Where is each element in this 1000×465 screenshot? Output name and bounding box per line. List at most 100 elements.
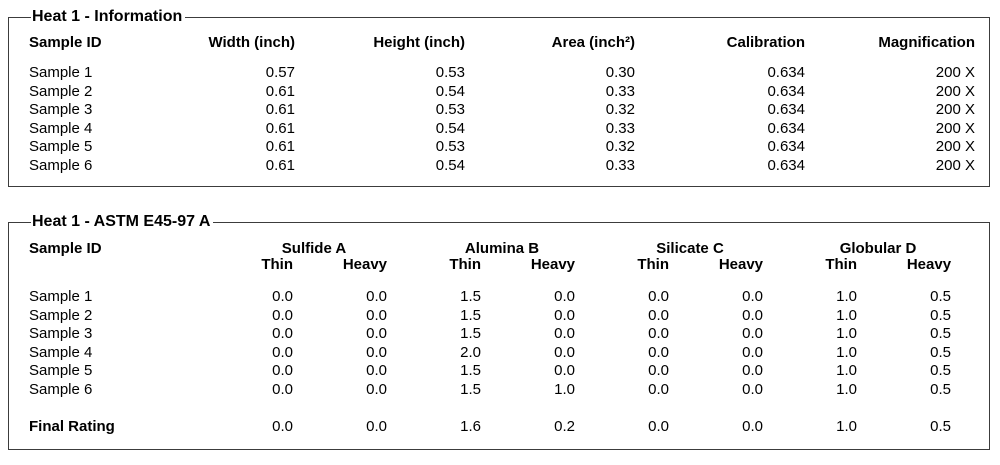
col-header-width: Width (inch) (208, 34, 295, 51)
cell: 0.32 (605, 101, 635, 118)
cell: 0.0 (648, 362, 670, 379)
cell: 0.0 (366, 288, 388, 305)
cell: 1.0 (836, 380, 858, 398)
cell: 0.0 (648, 343, 670, 361)
cell: 0.0 (366, 380, 388, 398)
sample-id-cell: Sample 1 (29, 64, 93, 81)
col-header-sample-id: Sample ID (29, 34, 102, 51)
cell: 0.0 (742, 418, 764, 435)
subcol-header-heavy: Heavy (906, 256, 952, 273)
table-row: Sample 6 0.61 0.54 0.33 0.634 200 X (29, 157, 975, 176)
cell: 200 X (935, 119, 975, 137)
table-row: Sample 4 0.61 0.54 0.33 0.634 200 X (29, 120, 975, 139)
cell: 0.5 (930, 418, 952, 435)
information-table: Sample ID Width (inch) Height (inch) Are… (29, 35, 975, 175)
cell: 0.0 (272, 343, 293, 361)
group-header-label: Silicate C (656, 240, 724, 257)
cell: 0.0 (742, 380, 764, 398)
cell: 200 X (935, 138, 975, 155)
cell: 0.61 (265, 101, 295, 118)
cell: 0.0 (648, 380, 670, 398)
cell: 0.53 (435, 64, 465, 81)
cell: 0.5 (930, 362, 952, 379)
cell: 0.57 (265, 64, 295, 81)
cell: 0.33 (605, 156, 635, 174)
cell: 0.30 (605, 64, 635, 81)
cell: 0.634 (767, 138, 805, 155)
sample-id-cell: Sample 4 (29, 343, 93, 361)
subcol-header-heavy: Heavy (718, 256, 764, 273)
sample-id-cell: Sample 4 (29, 119, 93, 137)
heat1-information-panel: Heat 1 - Information Sample ID Width (in… (8, 9, 990, 187)
cell: 0.61 (265, 82, 295, 100)
cell: 0.0 (648, 306, 670, 324)
cell: 1.0 (836, 418, 858, 435)
subcol-header-thin: Thin (825, 256, 858, 273)
cell: 0.33 (605, 119, 635, 137)
cell: 0.634 (767, 156, 805, 174)
group-header-sulfide-a: Sulfide A (199, 240, 387, 257)
group-header-alumina-b: Alumina B (387, 240, 575, 257)
spacer-row (29, 399, 951, 418)
cell: 200 X (935, 101, 975, 118)
cell: 0.0 (366, 418, 388, 435)
table-row: Sample 5 0.61 0.53 0.32 0.634 200 X (29, 138, 975, 157)
cell: 200 X (935, 64, 975, 81)
table-row: Sample 5 0.0 0.0 1.5 0.0 0.0 0.0 1.0 0.5 (29, 362, 951, 381)
group-header-globular-d: Globular D (763, 240, 951, 257)
heat1-astm-title: Heat 1 - ASTM E45-97 A (32, 213, 211, 230)
table-row: Sample 1 0.57 0.53 0.30 0.634 200 X (29, 64, 975, 83)
cell: 0.0 (272, 325, 293, 342)
cell: 0.0 (366, 362, 388, 379)
cell: 1.0 (836, 343, 858, 361)
cell: 0.634 (767, 119, 805, 137)
cell: 0.61 (265, 156, 295, 174)
cell: 1.5 (460, 288, 482, 305)
table-row: Sample 4 0.0 0.0 2.0 0.0 0.0 0.0 1.0 0.5 (29, 344, 951, 363)
cell: 0.0 (366, 343, 388, 361)
cell: 1.5 (460, 306, 482, 324)
cell: 0.0 (554, 306, 576, 324)
group-header-label: Sulfide A (281, 240, 347, 257)
cell: 0.0 (272, 306, 293, 324)
astm-rating-table: Sample ID Sulfide A Alumina B Silicate C… (29, 240, 951, 437)
cell: 0.32 (605, 138, 635, 155)
cell: 0.0 (554, 362, 576, 379)
subcol-header-heavy: Heavy (342, 256, 388, 273)
cell: 1.0 (836, 288, 858, 305)
cell: 0.0 (366, 306, 388, 324)
cell: 1.5 (460, 380, 482, 398)
cell: 0.0 (648, 288, 670, 305)
heat1-astm-panel: Heat 1 - ASTM E45-97 A Sample ID Sulfide… (8, 214, 990, 450)
col-header-height: Height (inch) (373, 34, 465, 51)
cell: 0.5 (930, 306, 952, 324)
cell: 0.5 (930, 380, 952, 398)
col-header-area: Area (inch²) (551, 34, 635, 51)
table-row: Sample 6 0.0 0.0 1.5 1.0 0.0 0.0 1.0 0.5 (29, 381, 951, 400)
col-header-sample-id: Sample ID (29, 240, 102, 257)
cell: 1.0 (836, 325, 858, 342)
table-row: Sample 2 0.0 0.0 1.5 0.0 0.0 0.0 1.0 0.5 (29, 307, 951, 326)
cell: 0.5 (930, 325, 952, 342)
group-header-silicate-c: Silicate C (575, 240, 763, 257)
table-row: Sample 3 0.61 0.53 0.32 0.634 200 X (29, 101, 975, 120)
cell: 0.0 (742, 362, 764, 379)
cell: 0.0 (648, 325, 670, 342)
final-rating-row: Final Rating 0.0 0.0 1.6 0.2 0.0 0.0 1.0… (29, 418, 951, 437)
cell: 0.0 (742, 343, 764, 361)
cell: 1.5 (460, 325, 482, 342)
cell: 0.634 (767, 64, 805, 81)
cell: 0.0 (742, 306, 764, 324)
cell: 1.0 (836, 362, 858, 379)
sample-id-cell: Sample 1 (29, 288, 93, 305)
cell: 0.0 (554, 343, 576, 361)
cell: 1.0 (836, 306, 858, 324)
cell: 2.0 (460, 343, 482, 361)
sample-id-cell: Sample 3 (29, 325, 93, 342)
cell: 0.0 (554, 325, 576, 342)
cell: 0.54 (435, 82, 465, 100)
subcol-header-thin: Thin (637, 256, 670, 273)
table-row: Sample 1 0.0 0.0 1.5 0.0 0.0 0.0 1.0 0.5 (29, 288, 951, 307)
sample-id-cell: Sample 3 (29, 101, 93, 118)
group-header-label: Globular D (839, 240, 917, 257)
